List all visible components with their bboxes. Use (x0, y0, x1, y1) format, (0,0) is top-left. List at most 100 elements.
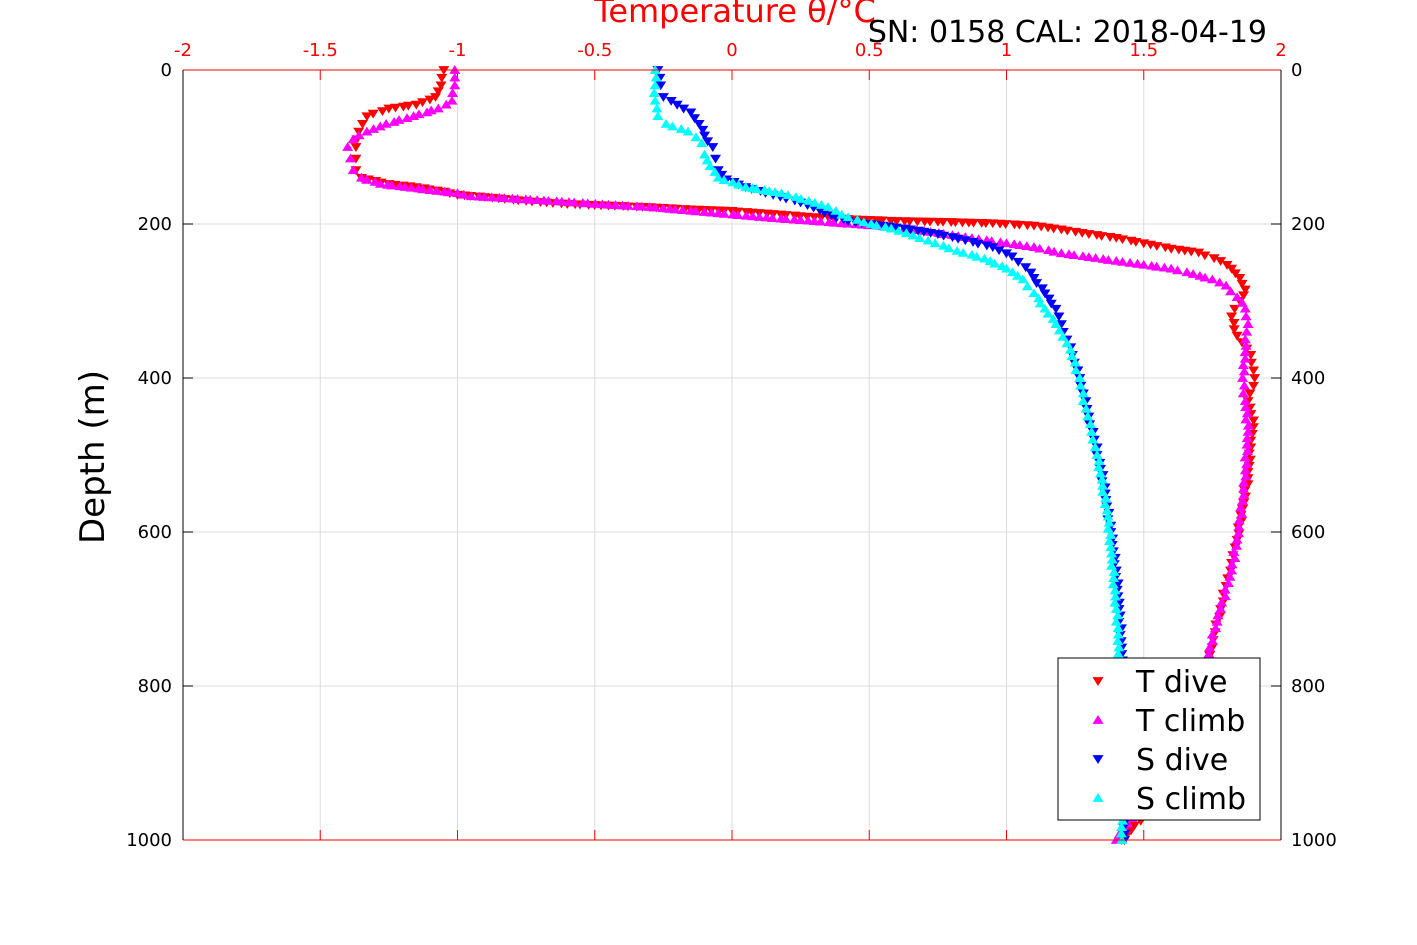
x-tick-label: -1.5 (303, 40, 338, 61)
data-point (979, 253, 991, 263)
data-point (1158, 262, 1170, 272)
data-point (1239, 353, 1251, 363)
data-point (361, 112, 373, 122)
data-point (1042, 308, 1054, 318)
data-point (1224, 571, 1236, 581)
data-point (718, 208, 730, 218)
data-point (1001, 238, 1012, 248)
data-point (1204, 642, 1216, 652)
data-point (1021, 241, 1033, 250)
data-point (1108, 573, 1120, 583)
data-point (957, 247, 969, 257)
data-point (885, 223, 897, 233)
data-point (1228, 325, 1240, 335)
legend-marker (1092, 793, 1104, 802)
data-point (1241, 326, 1253, 336)
data-point (1214, 277, 1226, 287)
data-point (397, 102, 409, 112)
data-point (1242, 420, 1254, 430)
data-point (740, 210, 752, 220)
y-tick-label-right: 0 (1291, 60, 1302, 81)
data-point (795, 194, 807, 203)
data-point (851, 214, 863, 224)
data-point (1233, 521, 1245, 531)
data-point (987, 243, 999, 253)
y-tick-label-right: 1000 (1291, 830, 1337, 851)
data-point (968, 218, 980, 228)
axes-frame (182, 69, 1282, 841)
data-point (1053, 325, 1065, 335)
legend-box (1057, 657, 1261, 821)
data-point (430, 93, 442, 102)
data-point (1199, 272, 1211, 282)
data-point (1238, 380, 1250, 390)
data-point (1000, 220, 1012, 229)
data-point (556, 196, 568, 206)
data-point (1061, 338, 1073, 348)
data-point (753, 212, 765, 221)
data-point (1066, 351, 1078, 361)
data-point (410, 100, 422, 110)
data-point (1065, 344, 1077, 354)
data-point (1034, 243, 1046, 253)
data-point (815, 200, 827, 209)
y-tick-label-left: 400 (138, 368, 172, 389)
data-point (438, 66, 450, 75)
data-point (780, 214, 792, 223)
data-point (1249, 374, 1261, 383)
data-point (1226, 565, 1238, 575)
data-point (740, 182, 752, 191)
data-point (1096, 232, 1108, 241)
data-point (1248, 416, 1260, 426)
data-point (1053, 312, 1065, 322)
data-point (1138, 259, 1150, 269)
data-point (938, 240, 950, 250)
data-point (685, 108, 697, 118)
data-point (842, 212, 854, 222)
legend-label: S dive (1136, 743, 1228, 778)
data-point (709, 167, 721, 176)
data-point (1080, 403, 1092, 413)
data-point (1128, 821, 1140, 831)
data-point (698, 207, 710, 216)
data-point (987, 219, 999, 229)
data-point (1203, 648, 1215, 658)
data-point (1236, 279, 1248, 289)
data-point (446, 95, 458, 105)
data-point (1240, 311, 1252, 321)
data-point (1219, 584, 1231, 594)
data-point (1151, 242, 1163, 251)
data-point (1113, 642, 1125, 652)
data-point (1235, 502, 1247, 512)
data-point (1206, 629, 1218, 639)
data-point (1206, 274, 1218, 284)
data-point (690, 132, 702, 142)
data-point (589, 198, 601, 208)
data-point (822, 202, 834, 211)
calibration-annotation: SN: 0158 CAL: 2018-04-19 (868, 15, 1267, 50)
data-point (1021, 281, 1033, 291)
data-point (660, 118, 672, 128)
data-point (1091, 450, 1103, 459)
data-point (782, 190, 794, 199)
data-point (1222, 578, 1234, 588)
data-point (610, 200, 622, 209)
data-point (1165, 263, 1177, 273)
data-point (649, 95, 661, 105)
data-point (350, 154, 362, 164)
data-point (436, 73, 448, 83)
data-point (1093, 456, 1105, 466)
data-point (972, 239, 984, 249)
data-point (1020, 263, 1032, 273)
data-point (1241, 408, 1253, 418)
data-point (1086, 426, 1098, 436)
data-point (376, 107, 388, 117)
data-point (353, 130, 365, 140)
data-point (542, 195, 554, 205)
legend-label: S climb (1136, 782, 1246, 817)
data-point (1216, 597, 1228, 607)
data-point (1241, 433, 1253, 443)
data-point (677, 205, 689, 214)
data-point (669, 204, 681, 214)
legend: T dive T climb S dive S climb (1057, 657, 1261, 821)
